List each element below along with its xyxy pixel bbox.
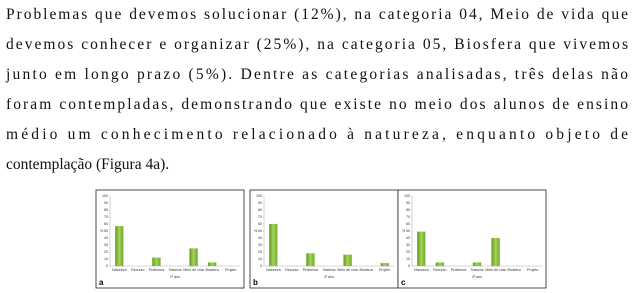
text-line: devemos conhecer e organizar (25%), na c… xyxy=(6,36,628,53)
y-tick-label: 0 xyxy=(260,264,262,268)
y-tick-label: 60 xyxy=(258,222,262,226)
y-tick-label: 90 xyxy=(104,201,108,205)
x-tick-label: Sistema xyxy=(323,268,336,272)
bar xyxy=(115,226,124,267)
y-tick-label: 20 xyxy=(104,250,108,254)
x-tick-label: Sistema xyxy=(169,268,182,272)
panel-label: b xyxy=(253,278,258,287)
y-tick-label: 70 xyxy=(104,215,108,219)
text-line: junto em longo prazo (5%). Dentre as cat… xyxy=(5,66,628,83)
x-tick-label: Biosfera xyxy=(206,268,219,272)
text-line: médio um conhecimento relacionado à natu… xyxy=(6,126,628,143)
y-axis-label: % xyxy=(100,229,104,233)
x-tick-label: Problema xyxy=(149,268,164,272)
y-tick-label: 40 xyxy=(406,236,410,240)
y-tick-label: 60 xyxy=(104,222,108,226)
bar xyxy=(435,262,445,267)
text-line: contemplação (Figura 4a). xyxy=(6,156,169,173)
x-tick-label: Natureza xyxy=(112,268,127,272)
bar xyxy=(207,262,217,267)
y-tick-label: 80 xyxy=(104,208,108,212)
x-tick-label: Projeto xyxy=(225,268,236,272)
bar xyxy=(380,263,389,267)
x-tick-label: Projeto xyxy=(527,268,538,272)
x-axis-label: 2º ano xyxy=(324,275,334,279)
x-tick-label: Problema xyxy=(451,268,466,272)
x-tick-label: Meio de vida xyxy=(485,268,505,272)
y-tick-label: 30 xyxy=(406,243,410,247)
y-axis-label: % xyxy=(254,229,258,233)
y-tick-label: 70 xyxy=(406,215,410,219)
figure-panel xyxy=(397,189,547,289)
y-tick-label: 10 xyxy=(258,257,262,261)
x-axis-label: 3º ano xyxy=(472,275,482,279)
x-tick-label: Biosfera xyxy=(360,268,373,272)
y-tick-label: 100 xyxy=(102,194,108,198)
y-tick-label: 80 xyxy=(406,208,410,212)
y-tick-label: 50 xyxy=(258,229,262,233)
y-tick-label: 0 xyxy=(106,264,108,268)
x-tick-label: Recurso xyxy=(433,268,446,272)
bar xyxy=(417,231,426,267)
y-tick-label: 10 xyxy=(104,257,108,261)
y-tick-label: 60 xyxy=(406,222,410,226)
x-tick-label: Projeto xyxy=(379,268,390,272)
y-tick-label: 50 xyxy=(406,229,410,233)
y-tick-label: 40 xyxy=(258,236,262,240)
x-tick-label: Meio de vida xyxy=(337,268,357,272)
text-line: Problemas que devemos solucionar (12%), … xyxy=(6,6,628,23)
x-tick-label: Recurso xyxy=(131,268,144,272)
y-tick-label: 30 xyxy=(104,243,108,247)
text-line: foram contempladas, demonstrando que exi… xyxy=(6,96,628,113)
y-tick-label: 30 xyxy=(258,243,262,247)
x-tick-label: Biosfera xyxy=(508,268,521,272)
bar xyxy=(306,253,315,267)
y-tick-label: 20 xyxy=(258,250,262,254)
y-tick-label: 100 xyxy=(404,194,410,198)
y-tick-label: 20 xyxy=(406,250,410,254)
bar xyxy=(343,254,352,267)
x-tick-label: Natureza xyxy=(414,268,429,272)
y-tick-label: 50 xyxy=(104,229,108,233)
bar xyxy=(269,223,278,267)
bar xyxy=(472,262,482,267)
x-tick-label: Natureza xyxy=(266,268,281,272)
y-tick-label: 70 xyxy=(258,215,262,219)
x-tick-label: Meio de vida xyxy=(183,268,203,272)
y-tick-label: 100 xyxy=(256,194,262,198)
x-tick-label: Problema xyxy=(303,268,318,272)
x-tick-label: Sistema xyxy=(471,268,484,272)
bar xyxy=(189,248,198,267)
bar xyxy=(152,257,161,267)
y-tick-label: 90 xyxy=(406,201,410,205)
x-axis-label: 1º ano xyxy=(170,275,180,279)
y-tick-label: 0 xyxy=(408,264,410,268)
y-tick-label: 10 xyxy=(406,257,410,261)
y-tick-label: 90 xyxy=(258,201,262,205)
x-tick-label: Recurso xyxy=(285,268,298,272)
panel-label: c xyxy=(401,278,406,287)
y-tick-label: 80 xyxy=(258,208,262,212)
bar xyxy=(491,237,500,267)
y-axis-label: % xyxy=(402,229,406,233)
y-tick-label: 40 xyxy=(104,236,108,240)
panel-label: a xyxy=(99,278,104,287)
